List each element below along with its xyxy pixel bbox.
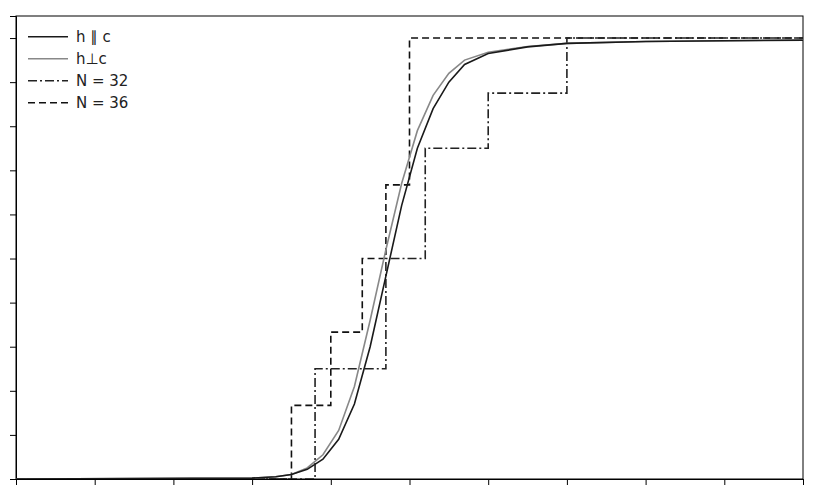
tick bbox=[173, 479, 174, 485]
legend: h ∥ c h⊥c N = 32 N = 36 bbox=[28, 28, 128, 112]
tick-mark bbox=[10, 82, 16, 83]
legend-swatch bbox=[28, 36, 68, 38]
tick-mark bbox=[724, 479, 725, 485]
tick-mark bbox=[10, 479, 16, 480]
tick bbox=[10, 214, 16, 215]
tick-mark bbox=[10, 214, 16, 215]
tick bbox=[10, 170, 16, 171]
tick bbox=[10, 391, 16, 392]
series-line bbox=[16, 40, 803, 479]
tick bbox=[10, 435, 16, 436]
tick-mark bbox=[10, 38, 16, 39]
legend-label: h ∥ c bbox=[76, 28, 111, 46]
series-line bbox=[16, 40, 803, 479]
tick bbox=[646, 479, 647, 485]
tick bbox=[724, 479, 725, 485]
legend-label: N = 36 bbox=[76, 94, 128, 112]
tick-mark bbox=[95, 479, 96, 485]
legend-label: N = 32 bbox=[76, 72, 128, 90]
legend-item: N = 36 bbox=[28, 94, 128, 112]
tick bbox=[410, 479, 411, 485]
plot-frame bbox=[16, 16, 803, 479]
tick-mark bbox=[173, 479, 174, 485]
tick bbox=[488, 479, 489, 485]
tick-mark bbox=[10, 303, 16, 304]
tick-mark bbox=[10, 259, 16, 260]
legend-item: N = 32 bbox=[28, 72, 128, 90]
tick-mark bbox=[10, 391, 16, 392]
legend-item: h⊥c bbox=[28, 50, 107, 68]
tick bbox=[95, 479, 96, 485]
tick bbox=[331, 479, 332, 485]
tick-mark bbox=[252, 479, 253, 485]
tick bbox=[10, 303, 16, 304]
plot-area bbox=[16, 38, 803, 479]
tick bbox=[10, 126, 16, 127]
x-axis bbox=[17, 479, 804, 485]
tick bbox=[10, 347, 16, 348]
tick bbox=[10, 38, 16, 39]
tick-mark bbox=[567, 479, 568, 485]
tick-mark bbox=[10, 170, 16, 171]
tick bbox=[252, 479, 253, 485]
tick bbox=[10, 259, 16, 260]
tick-mark bbox=[410, 479, 411, 485]
tick-mark bbox=[803, 479, 804, 485]
legend-item: h ∥ c bbox=[28, 28, 111, 46]
legend-label: h⊥c bbox=[76, 50, 107, 68]
tick bbox=[567, 479, 568, 485]
series-line bbox=[16, 38, 803, 479]
tick-mark bbox=[488, 479, 489, 485]
tick bbox=[10, 82, 16, 83]
tick-mark bbox=[10, 435, 16, 436]
tick-mark bbox=[331, 479, 332, 485]
chart: h ∥ c h⊥c N = 32 N = 36 bbox=[0, 0, 819, 495]
tick-mark bbox=[10, 347, 16, 348]
tick-mark bbox=[10, 126, 16, 127]
tick bbox=[10, 479, 16, 480]
tick-mark bbox=[646, 479, 647, 485]
tick bbox=[803, 479, 804, 485]
axis-line bbox=[17, 480, 804, 486]
legend-swatch bbox=[28, 102, 68, 104]
legend-swatch bbox=[28, 58, 68, 60]
series-line bbox=[16, 38, 803, 479]
legend-swatch bbox=[28, 80, 68, 82]
